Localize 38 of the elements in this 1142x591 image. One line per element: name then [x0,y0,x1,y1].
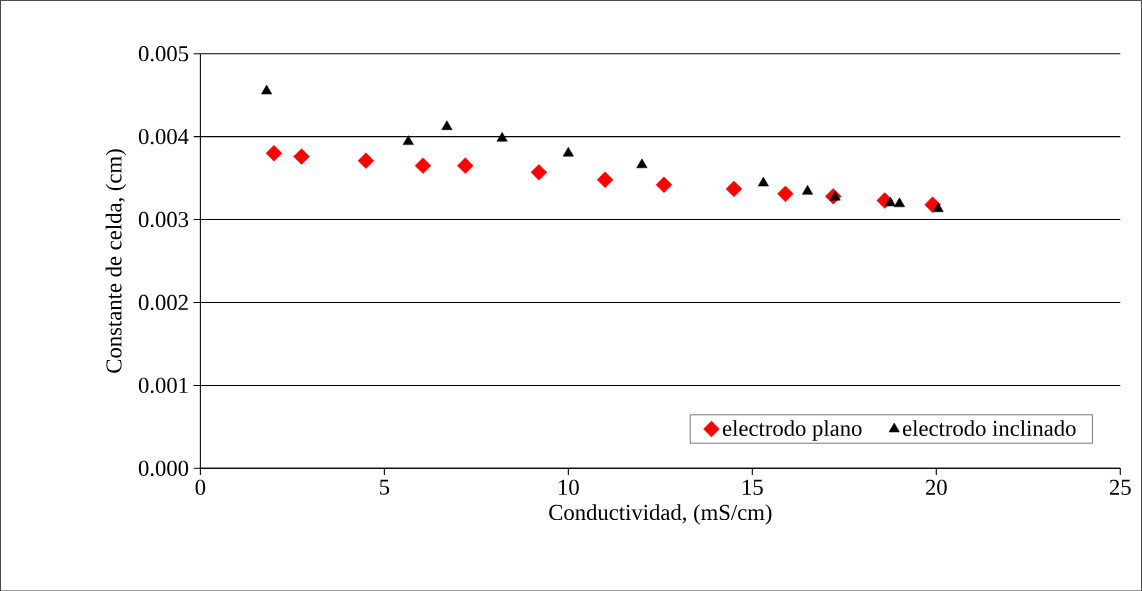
point [457,157,474,174]
x-tick-label: 20 [925,479,947,495]
x-tick-label: 15 [742,479,763,495]
point [894,197,905,207]
point [596,171,614,188]
point [725,180,743,197]
x-axis-title: Conductividad, (mS/cm) [549,503,772,525]
point [496,131,508,142]
y-axis-title: Constante de celda, (cm) [105,149,127,373]
point [636,158,648,168]
point [530,163,548,181]
x-tick-label: 10 [558,479,579,495]
y-tick-label: 0.001 [138,377,188,393]
point [441,120,453,130]
legend-label: electrodo plano [722,419,862,441]
y-tick-label: 0.000 [138,460,189,476]
x-tick-label: 5 [380,479,390,495]
point [802,184,813,195]
point [402,135,414,145]
y-tick-label: 0.004 [138,128,189,145]
point [562,146,574,157]
point [655,176,673,193]
point [414,157,432,174]
x-tick-label: 0 [195,479,206,495]
point [261,84,273,95]
y-tick-label: 0.002 [138,294,188,310]
point [757,176,769,187]
point [293,148,310,165]
legend-label: electrodo inclinado [902,419,1076,436]
point [829,190,841,201]
y-tick-label: 0.003 [138,211,189,228]
point [265,144,283,162]
y-tick-label: 0.005 [138,45,189,62]
point [884,196,896,207]
point [932,202,944,212]
point [777,185,794,202]
point [357,152,375,169]
x-tick-label: 25 [1109,479,1131,495]
